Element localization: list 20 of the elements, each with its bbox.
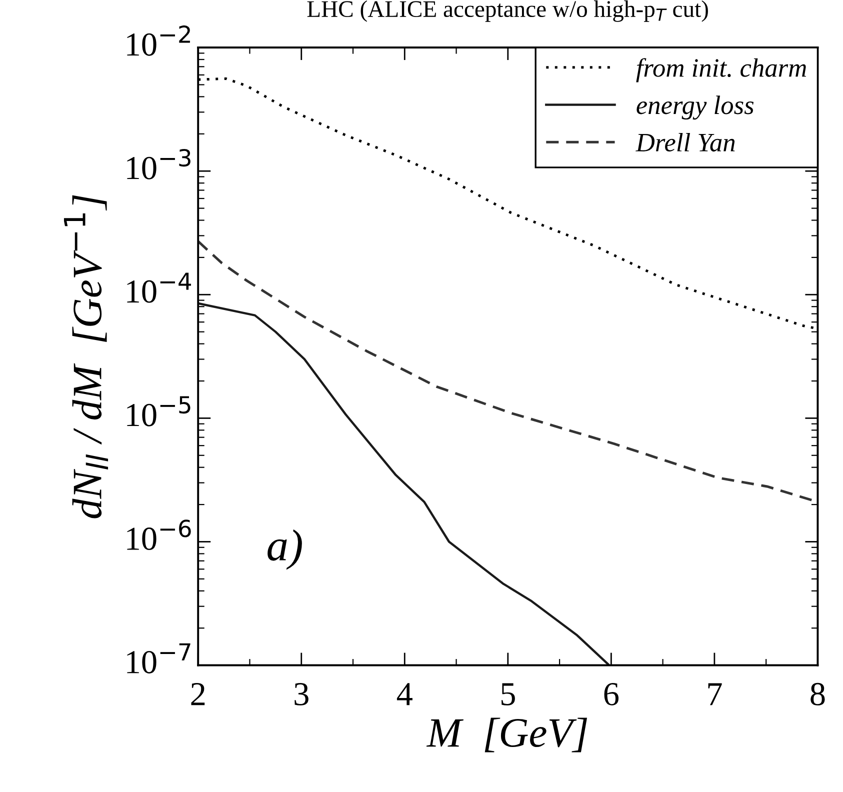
y-tick-label: 10$^{−2}$	[127, 25, 190, 56]
x-tick-label: 8	[810, 682, 825, 706]
x-tick-label: 6	[604, 683, 619, 706]
y-tick-label: 10$^{−5}$	[127, 396, 190, 426]
legend-label: energy loss	[636, 96, 754, 120]
x-tick-label: 5	[502, 683, 515, 706]
x-tick-label: 4	[396, 683, 412, 706]
legend-label: from init. charm	[636, 58, 806, 82]
y-tick-label: 10$^{−3}$	[127, 148, 190, 180]
x-tick-label: 3	[294, 683, 308, 706]
legend-label: Drell Yan	[636, 132, 735, 152]
x-tick-label: 7	[708, 683, 722, 706]
y-tick-label: 10$^{−7}$	[127, 643, 190, 674]
y-axis-title: dN$_{ll}$ / dM [GeV$^{−1}$]	[64, 195, 108, 518]
y-tick-label: 10$^{−4}$	[127, 272, 191, 303]
x-axis-title: M [GeV]	[426, 718, 588, 752]
annotation: a)	[268, 529, 302, 570]
chart-title: LHC (ALICE acceptance w/o high-p$_{T}$ cut)	[307, 0, 708, 22]
x-tick-label: 2	[191, 683, 205, 706]
y-tick-label: 10$^{−6}$	[127, 520, 191, 550]
